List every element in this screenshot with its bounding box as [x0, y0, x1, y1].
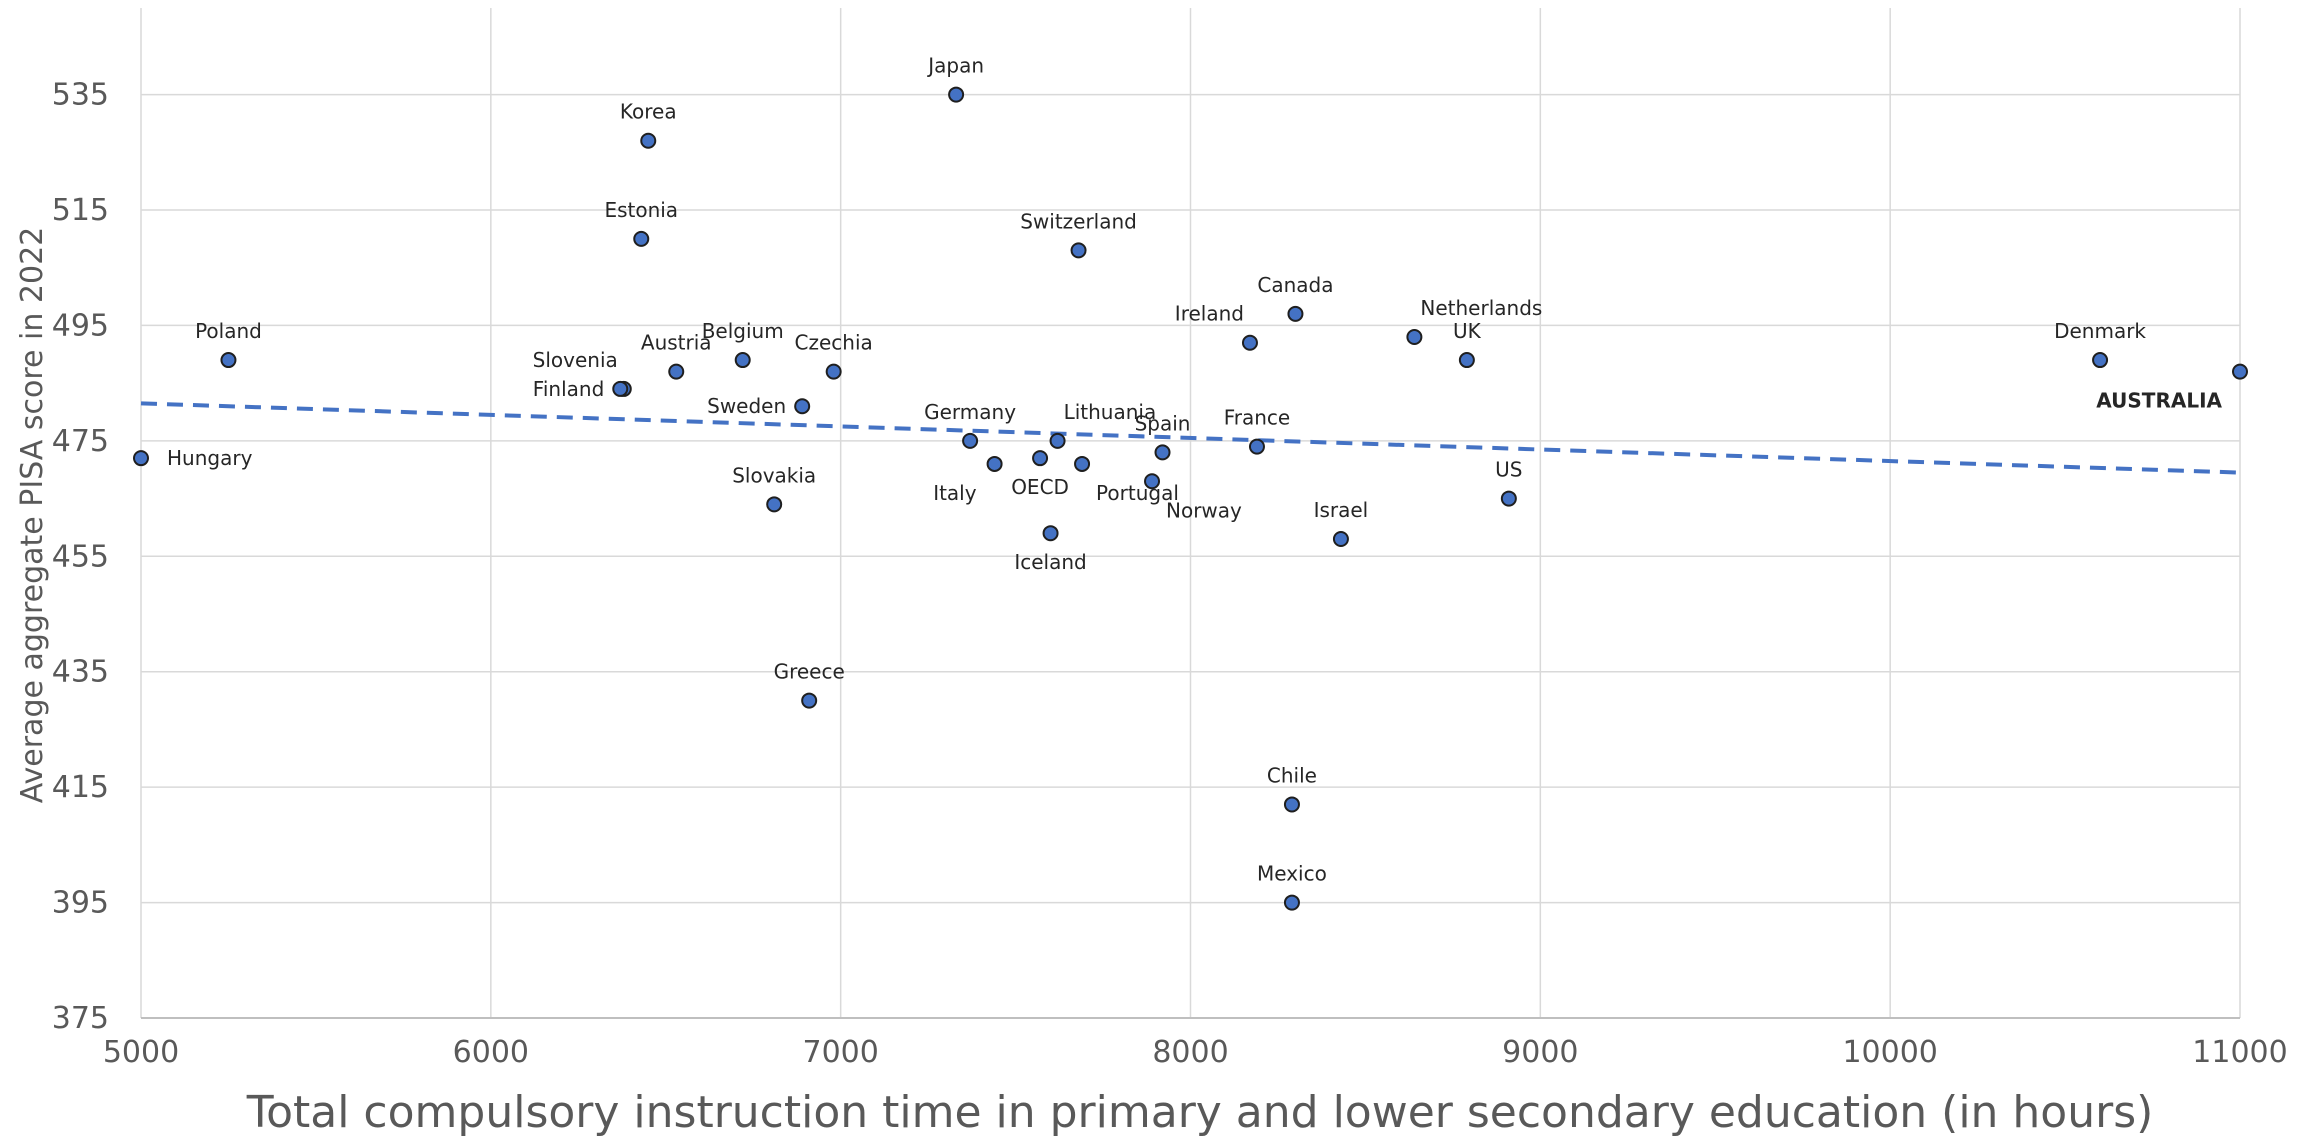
label-uk: UK: [1453, 319, 1482, 343]
label-lithuania: Lithuania: [1064, 400, 1157, 424]
point-sweden: [794, 398, 811, 415]
point-mexico: [1283, 894, 1300, 911]
point-portugal: [1074, 455, 1091, 472]
label-norway: Norway: [1166, 498, 1242, 522]
label-austria: Austria: [641, 331, 712, 355]
label-belgium: Belgium: [702, 319, 784, 343]
label-spain: Spain: [1135, 411, 1191, 435]
point-netherlands: [1406, 328, 1423, 345]
y-tick-label: 455: [52, 539, 109, 574]
trendline: [140, 401, 2241, 475]
point-slovakia: [766, 496, 783, 513]
label-japan: Japan: [926, 54, 984, 78]
point-israel: [1332, 530, 1349, 547]
point-australia: [2232, 363, 2248, 380]
label-estonia: Estonia: [604, 198, 678, 222]
label-switzerland: Switzerland: [1020, 209, 1137, 233]
label-israel: Israel: [1314, 498, 1369, 522]
x-tick-labels: 5000 6000 7000 8000 9000 10000 11000: [103, 1035, 2288, 1070]
point-lithuania: [1049, 432, 1066, 449]
label-slovenia: Slovenia: [533, 348, 618, 372]
point-chile: [1283, 796, 1300, 813]
label-poland: Poland: [195, 319, 262, 343]
point-france: [1248, 438, 1265, 455]
x-tick-label: 8000: [1152, 1035, 1228, 1070]
label-greece: Greece: [774, 660, 845, 684]
y-tick-label: 415: [52, 770, 109, 805]
x-tick-label: 11000: [2192, 1035, 2287, 1070]
point-belgium: [734, 352, 751, 369]
gridlines: [140, 8, 2241, 1018]
label-iceland: Iceland: [1014, 550, 1086, 574]
label-italy: Italy: [933, 481, 977, 505]
label-netherlands: Netherlands: [1420, 296, 1542, 320]
point-greece: [801, 692, 818, 709]
y-axis-title: Average aggregate PISA score in 2022: [15, 227, 50, 804]
label-australia: AUSTRALIA: [2096, 389, 2222, 413]
point-austria: [668, 363, 685, 380]
label-mexico: Mexico: [1257, 862, 1327, 886]
label-canada: Canada: [1257, 273, 1333, 297]
x-tick-label: 5000: [103, 1035, 179, 1070]
point-denmark: [2092, 352, 2109, 369]
label-oecd: OECD: [1011, 475, 1069, 499]
label-finland: Finland: [533, 377, 604, 401]
y-tick-label: 375: [52, 1001, 109, 1036]
point-switzerland: [1070, 242, 1087, 259]
label-sweden: Sweden: [707, 394, 786, 418]
y-tick-labels: 375 395 415 435 455 475 495 515 535: [52, 78, 109, 1036]
label-us: US: [1495, 458, 1522, 482]
label-denmark: Denmark: [2054, 319, 2146, 343]
trendline-group: [140, 401, 2241, 475]
point-japan: [948, 86, 965, 103]
x-tick-label: 9000: [1502, 1035, 1578, 1070]
x-tick-label: 6000: [453, 1035, 529, 1070]
point-korea: [640, 132, 657, 149]
point-hungary: [133, 450, 149, 467]
label-korea: Korea: [620, 100, 677, 124]
point-poland: [220, 352, 237, 369]
y-tick-label: 395: [52, 886, 109, 921]
y-tick-label: 475: [52, 424, 109, 459]
y-tick-label: 495: [52, 308, 109, 343]
point-germany: [962, 432, 979, 449]
x-tick-label: 10000: [1842, 1035, 1937, 1070]
y-tick-label: 435: [52, 655, 109, 690]
point-canada: [1287, 305, 1304, 322]
point-czechia: [825, 363, 842, 380]
point-norway: [1144, 473, 1161, 490]
y-tick-label: 515: [52, 193, 109, 228]
x-tick-label: 7000: [802, 1035, 878, 1070]
x-axis-title: Total compulsory instruction time in pri…: [246, 1087, 2154, 1138]
point-iceland: [1042, 525, 1059, 542]
label-chile: Chile: [1267, 763, 1317, 787]
label-germany: Germany: [924, 400, 1016, 424]
point-uk: [1458, 352, 1475, 369]
point-italy: [986, 455, 1003, 472]
point-oecd: [1032, 450, 1049, 467]
label-portugal: Portugal: [1096, 481, 1179, 505]
label-france: France: [1224, 406, 1291, 430]
label-slovakia: Slovakia: [732, 463, 816, 487]
label-czechia: Czechia: [795, 331, 873, 355]
point-finland: [612, 380, 629, 397]
point-spain: [1154, 444, 1171, 461]
point-ireland: [1241, 334, 1258, 351]
label-ireland: Ireland: [1175, 302, 1244, 326]
data-points: [133, 86, 2248, 911]
point-us: [1500, 490, 1517, 507]
data-labels: Japan Korea Estonia Switzerland Canada Irelan…: [167, 54, 2223, 886]
label-hungary: Hungary: [167, 446, 253, 470]
y-tick-label: 535: [52, 78, 109, 113]
point-estonia: [633, 230, 650, 247]
